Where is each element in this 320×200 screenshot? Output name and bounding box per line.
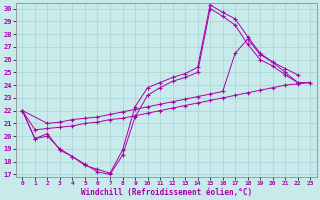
X-axis label: Windchill (Refroidissement éolien,°C): Windchill (Refroidissement éolien,°C)	[81, 188, 252, 197]
